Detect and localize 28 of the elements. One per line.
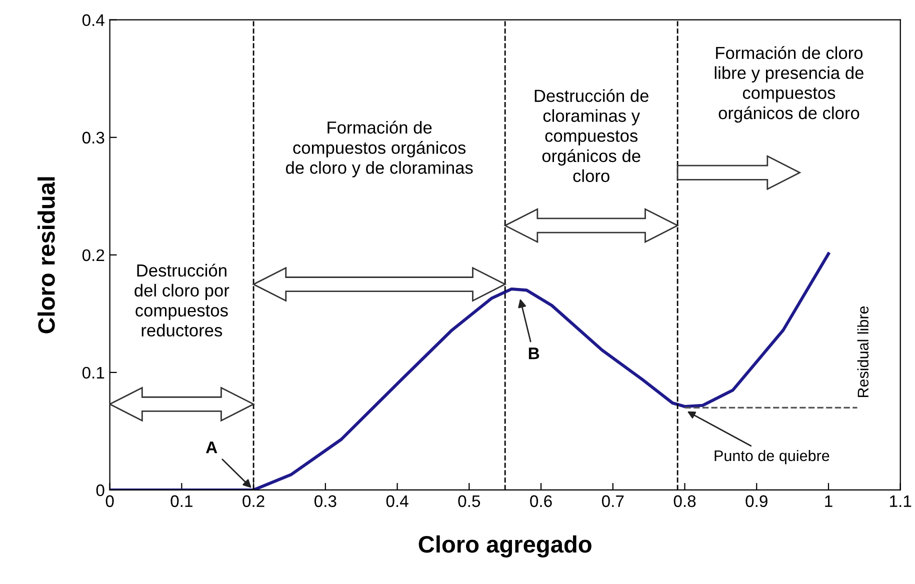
annotation: Destrucción de cloraminas y compuestos orgánicos de cloro <box>534 89 648 182</box>
annotation: B <box>528 348 540 360</box>
x-tick-label: 1.1 <box>890 495 912 507</box>
annotation: Formación de compuestos orgánicos de cloro y de cloraminas <box>286 120 473 178</box>
x-tick-label: 1 <box>825 495 832 507</box>
annotation: Punto de quiebre <box>714 450 830 464</box>
x-tick-label: 0.5 <box>458 495 480 508</box>
annotation: A <box>206 442 218 454</box>
x-axis-title: Cloro agregado <box>418 535 592 558</box>
y-tick-label: 0.3 <box>82 132 104 144</box>
annotation: Destrucción del cloro por compuestos reductores <box>134 264 230 337</box>
x-tick-label: 0.8 <box>674 495 696 508</box>
line-series <box>110 252 830 490</box>
y-axis-title: Cloro residual <box>38 177 55 334</box>
x-tick-label: 0.1 <box>170 495 192 508</box>
y-tick-label: 0.1 <box>82 366 104 379</box>
x-tick-label: 0.2 <box>242 495 264 508</box>
annotation: Residual libre <box>857 306 869 398</box>
y-tick-label: 0 <box>96 484 104 496</box>
y-tick-label: 0.4 <box>82 14 104 26</box>
x-tick-label: 0.7 <box>602 495 624 508</box>
x-tick-label: 0.3 <box>314 495 336 508</box>
y-tick-label: 0.2 <box>82 249 104 262</box>
x-tick-label: 0 <box>106 495 114 508</box>
x-tick-label: 0.4 <box>386 495 408 508</box>
annotation: Formación de cloro libre y presencia de compuestos orgánicos de cloro <box>714 46 864 123</box>
x-tick-label: 0.6 <box>530 495 552 508</box>
x-tick-label: 0.9 <box>746 495 768 508</box>
